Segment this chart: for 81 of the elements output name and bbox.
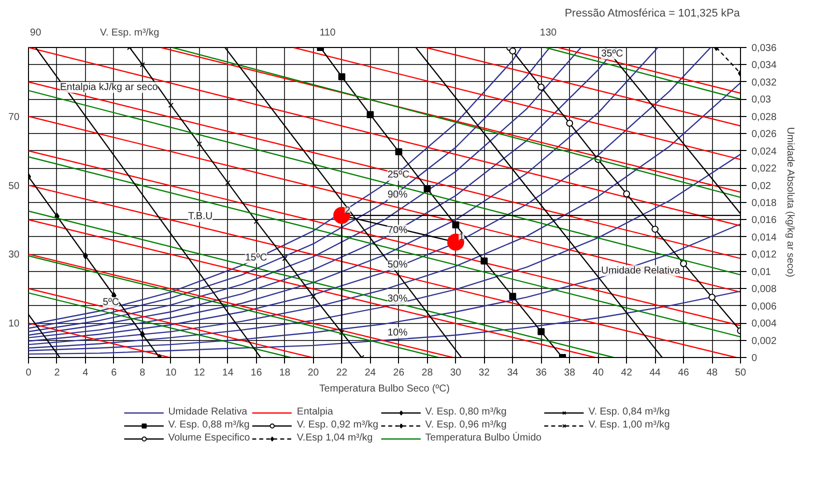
y-tick-label: 0,014 bbox=[752, 232, 777, 244]
x-axis-title: Temperatura Bulbo Seco (ºC) bbox=[319, 384, 450, 394]
y-tick-label: 0,002 bbox=[752, 336, 777, 347]
y-tick-label: 0,018 bbox=[752, 198, 777, 209]
annotation: T.B.U bbox=[188, 211, 213, 222]
y-axis-title: Umidade Absoluta (kg/kg ar seco) bbox=[784, 127, 796, 278]
legend-label: Temperatura Bulbo Úmido bbox=[425, 432, 542, 444]
y-tick-label: 0,032 bbox=[752, 77, 777, 88]
x-tick-label: 46 bbox=[678, 368, 690, 378]
legend-label: Umidade Relativa bbox=[168, 406, 248, 418]
x-tick-label: 18 bbox=[279, 368, 291, 378]
chart-title: Pressão Atmosférica = 101,325 kPa bbox=[564, 8, 741, 20]
annotation: 70 bbox=[8, 112, 20, 123]
x-tick-label: 22 bbox=[336, 368, 348, 378]
legend-label: Volume Especifico bbox=[168, 432, 250, 444]
y-tick-label: 0,024 bbox=[752, 146, 777, 158]
annotation: 110 bbox=[320, 28, 336, 38]
y-tick-label: 0,02 bbox=[752, 180, 772, 192]
x-tick-label: 0 bbox=[26, 368, 32, 378]
x-tick-label: 44 bbox=[650, 368, 662, 378]
x-tick-label: 24 bbox=[364, 368, 376, 378]
annotation: 10 bbox=[8, 318, 20, 330]
x-tick-label: 42 bbox=[621, 368, 633, 378]
annotation: 30% bbox=[388, 294, 408, 305]
x-tick-label: 48 bbox=[706, 368, 718, 378]
legend-label: V. Esp. 0,96 m³/kg bbox=[425, 420, 507, 430]
y-tick-label: 0,026 bbox=[752, 129, 777, 140]
x-tick-label: 14 bbox=[222, 368, 234, 378]
annotation: 35ºC bbox=[601, 48, 624, 60]
annotation: 2 bbox=[344, 205, 351, 216]
legend-label: V.Esp 1,04 m³/kg bbox=[296, 432, 373, 444]
y-tick-label: 0,004 bbox=[752, 318, 777, 330]
legend-label: V. Esp. 1,00 m³/kg bbox=[588, 420, 670, 430]
annotation: 130 bbox=[540, 28, 558, 38]
y-tick-label: 0,028 bbox=[752, 112, 777, 123]
annotation: Umidade Relativa bbox=[601, 265, 680, 276]
y-tick-label: 0,006 bbox=[752, 301, 777, 312]
y-tick-label: 0 bbox=[752, 353, 758, 364]
y-tick-label: 0,034 bbox=[752, 60, 777, 72]
annotation: V. Esp. m³/kg bbox=[100, 28, 160, 38]
y-tick-label: 0,03 bbox=[752, 94, 772, 106]
x-tick-label: 30 bbox=[450, 368, 462, 378]
y-tick-label: 0,01 bbox=[752, 266, 772, 278]
legend-label: Entalpia bbox=[296, 406, 334, 418]
legend-label: V. Esp. 0,92 m³/kg bbox=[296, 420, 378, 430]
y-tick-label: 0,012 bbox=[752, 250, 777, 261]
annotation: 50 bbox=[8, 180, 20, 192]
x-tick-label: 32 bbox=[478, 368, 490, 378]
x-tick-label: 26 bbox=[393, 368, 405, 378]
legend-label: V. Esp. 0,84 m³/kg bbox=[588, 406, 670, 418]
annotation: Entalpia kJ/kg ar seco bbox=[60, 82, 158, 93]
annotation: 50% bbox=[388, 259, 408, 270]
annotation: 5ºC bbox=[102, 297, 120, 308]
annotation: 90 bbox=[30, 28, 42, 38]
x-tick-label: 10 bbox=[165, 368, 177, 378]
legend-label: V. Esp. 0,80 m³/kg bbox=[425, 406, 507, 418]
x-tick-label: 36 bbox=[536, 368, 548, 378]
y-tick-label: 0,008 bbox=[752, 284, 777, 296]
y-tick-label: 0,016 bbox=[752, 215, 777, 226]
x-tick-label: 28 bbox=[422, 368, 434, 378]
x-tick-label: 16 bbox=[250, 368, 262, 378]
annotation: 30 bbox=[8, 250, 20, 261]
x-tick-label: 50 bbox=[734, 368, 746, 378]
annotation: 25ºC bbox=[388, 170, 410, 181]
annotation: 1 bbox=[458, 232, 465, 244]
annotation: 90% bbox=[388, 190, 408, 200]
x-tick-label: 6 bbox=[111, 368, 118, 378]
y-tick-label: 0,036 bbox=[752, 43, 777, 54]
y-tick-label: 0,022 bbox=[752, 164, 777, 175]
x-tick-label: 4 bbox=[82, 368, 89, 378]
x-tick-label: 38 bbox=[564, 368, 576, 378]
x-tick-label: 2 bbox=[54, 368, 60, 378]
x-tick-label: 34 bbox=[507, 368, 519, 378]
x-tick-label: 20 bbox=[308, 368, 320, 378]
legend-label: V. Esp. 0,88 m³/kg bbox=[168, 420, 250, 430]
x-tick-label: 12 bbox=[194, 368, 206, 378]
x-tick-label: 8 bbox=[140, 368, 146, 378]
annotation: 15ºC bbox=[245, 252, 268, 264]
annotation: 70% bbox=[388, 224, 408, 236]
annotation: 10% bbox=[388, 327, 408, 338]
x-tick-label: 40 bbox=[592, 368, 604, 378]
